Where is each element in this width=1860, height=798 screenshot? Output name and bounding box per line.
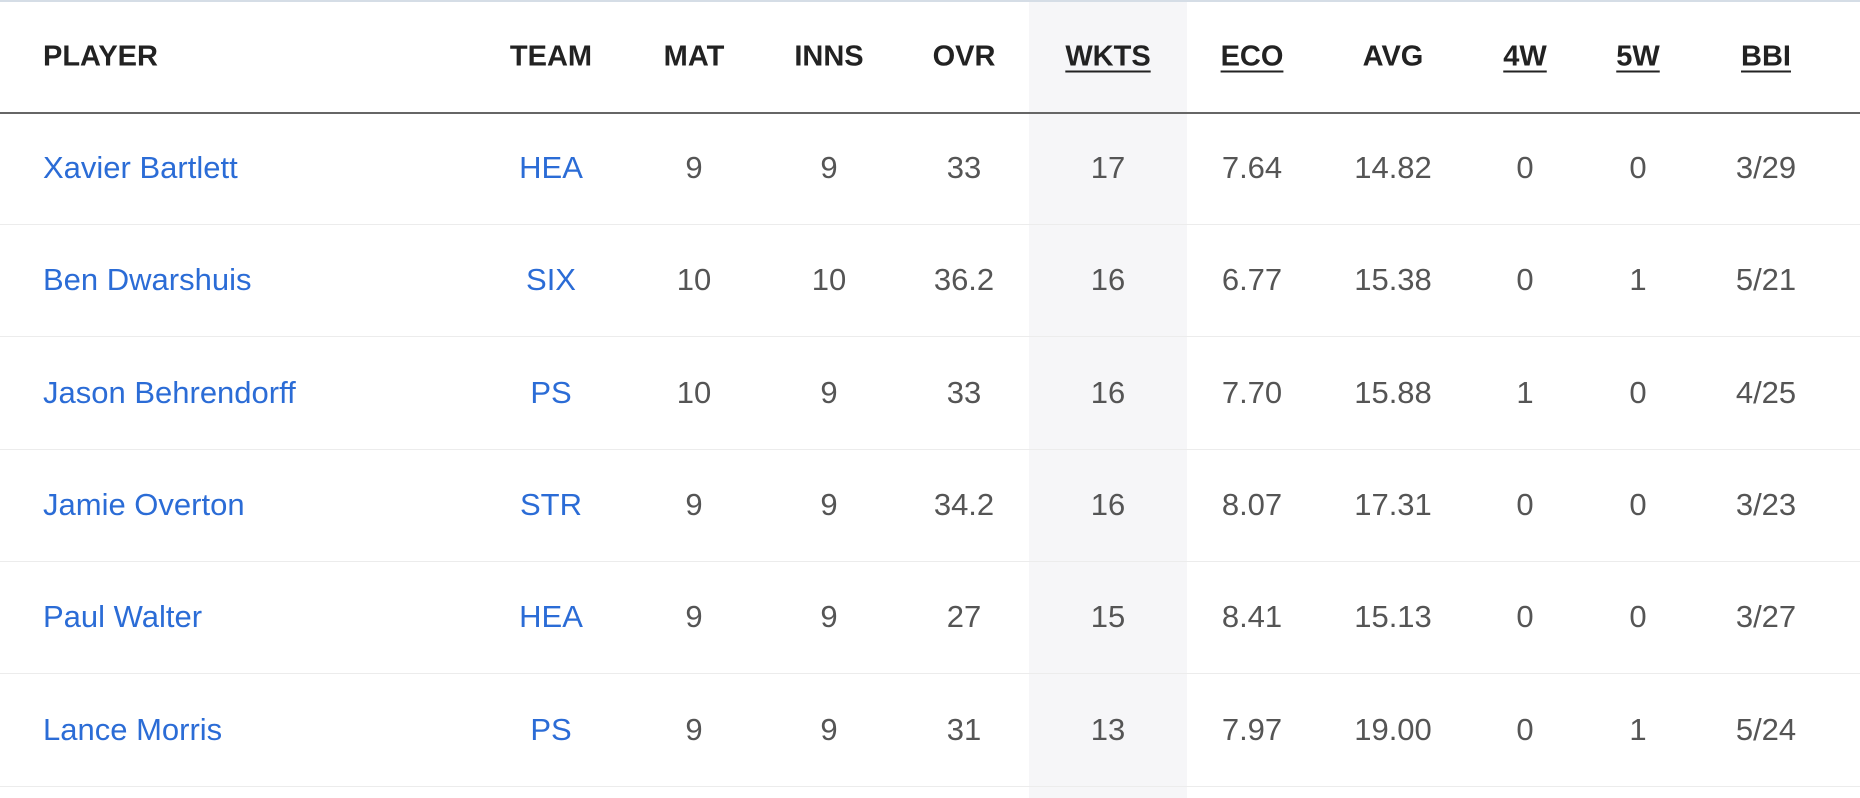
row-divider [0, 224, 1860, 225]
player-link[interactable]: Ben Dwarshuis [43, 262, 252, 298]
column-header[interactable]: 5W [1616, 40, 1660, 73]
team-link[interactable]: STR [520, 486, 582, 522]
stat-cell: 10 [811, 262, 847, 298]
stat-cell: 4/25 [1735, 374, 1797, 410]
row-divider [0, 560, 1860, 562]
stat-cell: 9 [685, 150, 703, 185]
team-link[interactable]: HEA [519, 150, 583, 185]
stat-cell: 19.00 [1354, 711, 1432, 747]
stat-cell: 5/21 [1735, 262, 1797, 298]
stat-cell: 17.31 [1354, 486, 1432, 522]
column-header: MAT [663, 40, 725, 73]
stat-cell: 17 [1090, 150, 1126, 185]
stat-cell: 9 [685, 486, 703, 522]
stat-cell: 6.77 [1221, 262, 1283, 298]
player-link[interactable]: Xavier Bartlett [43, 150, 238, 185]
team-link[interactable]: PS [530, 711, 572, 747]
stat-cell: 10 [676, 374, 712, 410]
header-border [0, 112, 1860, 114]
stat-cell: 0 [1516, 711, 1534, 747]
stat-cell: 3/29 [1735, 150, 1797, 185]
stat-cell: 15.13 [1354, 599, 1432, 635]
stat-cell: 10 [676, 262, 712, 298]
player-link[interactable]: Paul Walter [43, 599, 203, 635]
column-header: OVR [932, 40, 996, 73]
column-header: INNS [794, 40, 864, 73]
column-header: TEAM [509, 40, 593, 73]
stat-cell: 16 [1090, 486, 1126, 522]
stat-cell: 7.70 [1221, 374, 1283, 410]
stat-cell: 5/24 [1735, 711, 1797, 747]
stat-cell: 1 [1629, 262, 1647, 298]
column-header[interactable]: WKTS [1065, 40, 1151, 73]
stat-cell: 9 [820, 599, 838, 635]
stat-cell: 0 [1516, 599, 1534, 635]
stat-cell: 9 [820, 374, 838, 410]
row-divider [0, 448, 1860, 450]
player-link[interactable]: Jason Behrendorff [43, 374, 296, 410]
stat-cell: 8.41 [1221, 599, 1283, 635]
stat-cell: 9 [685, 599, 703, 635]
column-header[interactable]: BBI [1741, 40, 1791, 73]
stat-cell: 7.97 [1221, 711, 1283, 747]
stat-cell: 31 [946, 711, 982, 747]
column-header: AVG [1362, 40, 1424, 73]
top-border [0, 0, 1860, 2]
stat-cell: 3/27 [1735, 599, 1797, 635]
stat-cell: 9 [820, 711, 838, 747]
player-link[interactable]: Jamie Overton [43, 486, 245, 522]
player-link[interactable]: Lance Morris [43, 711, 223, 747]
stat-cell: 36.2 [933, 262, 995, 298]
stat-cell: 0 [1629, 374, 1647, 410]
stat-cell: 16 [1090, 374, 1126, 410]
stat-cell: 8.07 [1221, 486, 1283, 522]
stat-cell: 0 [1516, 150, 1534, 185]
column-header[interactable]: 4W [1503, 40, 1547, 73]
row-divider [0, 336, 1860, 338]
row-divider [0, 785, 1860, 787]
stat-cell: 34.2 [933, 486, 995, 522]
stat-cell: 15.38 [1354, 262, 1432, 298]
stat-cell: 33 [946, 150, 982, 185]
stat-cell: 1 [1629, 711, 1647, 747]
stat-cell: 7.64 [1221, 150, 1283, 185]
team-link[interactable]: SIX [526, 262, 576, 298]
stat-cell: 0 [1629, 486, 1647, 522]
stat-cell: 15 [1090, 599, 1126, 635]
column-header[interactable]: ECO [1220, 40, 1284, 73]
stat-cell: 33 [946, 374, 982, 410]
stat-cell: 16 [1090, 262, 1126, 298]
stat-cell: 9 [685, 711, 703, 747]
team-link[interactable]: HEA [519, 599, 583, 635]
stat-cell: 0 [1516, 486, 1534, 522]
stat-cell: 0 [1629, 599, 1647, 635]
stat-cell: 1 [1516, 374, 1534, 410]
stat-cell: 0 [1629, 150, 1647, 185]
stat-cell: 14.82 [1354, 150, 1432, 185]
stat-cell: 27 [946, 599, 982, 635]
column-header: PLAYER [43, 40, 158, 73]
sorted-column-highlight [1029, 2, 1187, 798]
stat-cell: 15.88 [1354, 374, 1432, 410]
stat-cell: 0 [1516, 262, 1534, 298]
stat-cell: 9 [820, 486, 838, 522]
stat-cell: 3/23 [1735, 486, 1797, 522]
stat-cell: 13 [1090, 711, 1126, 747]
stat-cell: 9 [820, 150, 838, 185]
row-divider [0, 673, 1860, 675]
team-link[interactable]: PS [530, 374, 572, 410]
